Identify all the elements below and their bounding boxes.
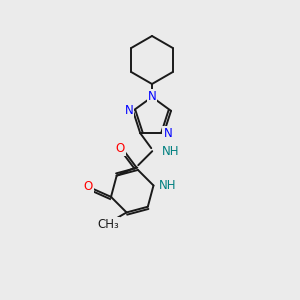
Text: CH₃: CH₃ [98,218,119,231]
Text: N: N [124,104,134,117]
Text: O: O [83,180,93,194]
Text: NH: NH [158,179,176,192]
Text: O: O [116,142,125,155]
Text: N: N [164,127,172,140]
Text: NH: NH [162,145,180,158]
Text: N: N [148,89,156,103]
